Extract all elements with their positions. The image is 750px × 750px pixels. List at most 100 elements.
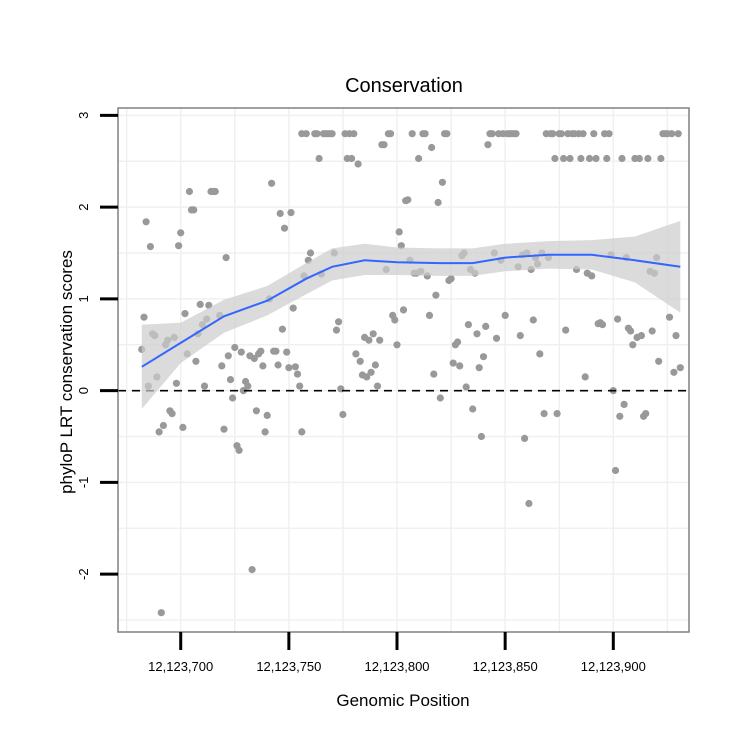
data-point bbox=[367, 368, 375, 376]
data-point bbox=[562, 326, 570, 334]
y-tick-label: 3 bbox=[76, 112, 91, 119]
data-point bbox=[285, 364, 293, 372]
data-point bbox=[588, 272, 596, 280]
chart-title: Conservation bbox=[345, 75, 463, 97]
data-point bbox=[627, 327, 635, 335]
plot-panel bbox=[117, 107, 690, 633]
data-point bbox=[235, 446, 243, 454]
data-point bbox=[469, 405, 477, 413]
data-point bbox=[415, 154, 423, 163]
data-point bbox=[218, 362, 226, 370]
data-point bbox=[272, 347, 280, 355]
data-point bbox=[181, 310, 189, 318]
data-point bbox=[298, 428, 306, 436]
data-point bbox=[211, 187, 219, 196]
data-point bbox=[391, 316, 399, 324]
data-point bbox=[592, 154, 600, 163]
data-point bbox=[477, 432, 485, 441]
data-point bbox=[421, 130, 429, 138]
data-point bbox=[657, 154, 665, 163]
data-point bbox=[566, 154, 574, 163]
data-point bbox=[268, 179, 276, 187]
data-point bbox=[620, 400, 628, 408]
data-point bbox=[276, 209, 284, 218]
data-point bbox=[376, 336, 384, 344]
data-point bbox=[306, 249, 315, 257]
y-axis-label: phyloP LRT conservation scores bbox=[57, 250, 76, 494]
data-point bbox=[231, 343, 239, 352]
smooth-trend-line bbox=[141, 253, 681, 368]
data-point bbox=[190, 206, 198, 214]
y-tick-label: 0 bbox=[76, 387, 91, 394]
data-point bbox=[280, 224, 289, 232]
data-point bbox=[637, 332, 646, 340]
data-point bbox=[428, 143, 436, 152]
data-point bbox=[380, 141, 388, 149]
data-point bbox=[356, 357, 364, 365]
data-point bbox=[287, 209, 295, 217]
data-point bbox=[674, 130, 682, 138]
y-tick-label: -1 bbox=[76, 477, 91, 489]
data-point bbox=[484, 141, 492, 149]
data-point bbox=[425, 311, 434, 319]
data-point bbox=[283, 348, 291, 356]
data-point bbox=[492, 334, 501, 342]
data-point bbox=[140, 313, 148, 321]
data-point bbox=[438, 178, 446, 186]
data-point bbox=[220, 425, 228, 433]
data-point bbox=[185, 187, 193, 196]
data-point bbox=[560, 154, 568, 163]
data-point bbox=[432, 291, 440, 299]
data-point bbox=[200, 382, 209, 390]
data-point bbox=[291, 363, 299, 371]
data-point bbox=[350, 130, 358, 138]
data-point bbox=[328, 130, 336, 138]
data-point bbox=[146, 243, 154, 251]
data-point bbox=[655, 357, 663, 365]
y-tick-label: 1 bbox=[76, 295, 91, 302]
data-point bbox=[648, 327, 656, 335]
x-tick-label: 12,123,750 bbox=[256, 659, 321, 674]
data-point bbox=[456, 362, 464, 370]
data-point bbox=[434, 198, 442, 207]
x-axis-label: Genomic Position bbox=[336, 691, 469, 710]
data-point bbox=[354, 160, 362, 168]
data-point bbox=[447, 275, 455, 283]
data-point bbox=[196, 300, 204, 308]
data-point bbox=[339, 410, 347, 419]
data-point bbox=[557, 130, 566, 138]
data-point bbox=[473, 330, 481, 338]
data-point bbox=[302, 130, 310, 138]
data-point bbox=[449, 359, 457, 367]
data-point bbox=[665, 313, 674, 321]
data-point bbox=[635, 154, 643, 163]
data-point bbox=[536, 350, 544, 358]
data-point bbox=[501, 311, 509, 319]
data-point bbox=[159, 421, 167, 430]
data-point bbox=[335, 318, 343, 326]
panel-border bbox=[117, 107, 690, 633]
data-point bbox=[248, 566, 256, 574]
data-point bbox=[475, 364, 483, 372]
data-point bbox=[464, 321, 472, 329]
data-point bbox=[462, 383, 470, 391]
data-point bbox=[222, 254, 230, 262]
data-point bbox=[296, 382, 304, 390]
data-point bbox=[618, 154, 626, 163]
data-point bbox=[581, 373, 589, 381]
data-point bbox=[644, 154, 652, 163]
data-point bbox=[577, 154, 585, 163]
x-tick-label: 12,123,850 bbox=[473, 659, 538, 674]
data-point bbox=[373, 382, 382, 390]
data-point bbox=[278, 325, 286, 333]
data-point bbox=[313, 130, 321, 138]
data-point bbox=[590, 130, 598, 138]
data-point bbox=[157, 609, 165, 617]
data-point bbox=[142, 218, 150, 226]
data-point bbox=[454, 338, 462, 346]
data-point bbox=[443, 130, 451, 138]
data-point bbox=[177, 229, 185, 237]
panel-background bbox=[118, 108, 689, 632]
data-point bbox=[603, 154, 611, 163]
data-point bbox=[175, 242, 183, 250]
